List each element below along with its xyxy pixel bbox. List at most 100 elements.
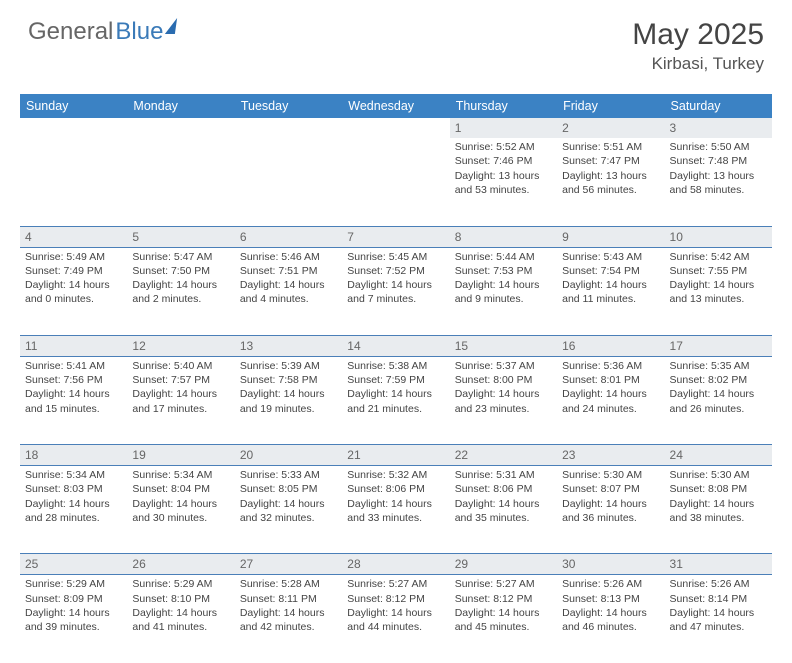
- detail-row: Sunrise: 5:41 AMSunset: 7:56 PMDaylight:…: [20, 357, 772, 445]
- daylight-line: Daylight: 14 hours and 47 minutes.: [670, 606, 767, 634]
- sunset-line: Sunset: 7:47 PM: [562, 154, 659, 168]
- day-number: 8: [455, 230, 462, 244]
- day-number: 13: [240, 339, 253, 353]
- sunrise-line: Sunrise: 5:45 AM: [347, 250, 444, 264]
- location-label: Kirbasi, Turkey: [632, 54, 764, 74]
- page-header: General Blue May 2025 Kirbasi, Turkey: [0, 0, 792, 86]
- sunset-line: Sunset: 8:13 PM: [562, 592, 659, 606]
- weekday-tuesday: Tuesday: [235, 94, 342, 118]
- detail-row: Sunrise: 5:34 AMSunset: 8:03 PMDaylight:…: [20, 466, 772, 554]
- day-number: 28: [347, 557, 360, 571]
- daynum-row: 25262728293031: [20, 554, 772, 575]
- daylight-line: Daylight: 13 hours and 53 minutes.: [455, 169, 552, 197]
- day-number: 18: [25, 448, 38, 462]
- sunset-line: Sunset: 8:04 PM: [132, 482, 229, 496]
- day-detail-cell: Sunrise: 5:39 AMSunset: 7:58 PMDaylight:…: [235, 357, 342, 445]
- sunrise-line: Sunrise: 5:40 AM: [132, 359, 229, 373]
- day-number: 5: [132, 230, 139, 244]
- sunrise-line: Sunrise: 5:42 AM: [670, 250, 767, 264]
- sunset-line: Sunset: 8:02 PM: [670, 373, 767, 387]
- sunrise-line: Sunrise: 5:51 AM: [562, 140, 659, 154]
- day-detail-cell: Sunrise: 5:34 AMSunset: 8:04 PMDaylight:…: [127, 466, 234, 554]
- day-number: 29: [455, 557, 468, 571]
- day-detail-cell: Sunrise: 5:31 AMSunset: 8:06 PMDaylight:…: [450, 466, 557, 554]
- day-number: 4: [25, 230, 32, 244]
- day-number-cell: 13: [235, 335, 342, 356]
- day-detail-cell: Sunrise: 5:44 AMSunset: 7:53 PMDaylight:…: [450, 247, 557, 335]
- sunset-line: Sunset: 7:52 PM: [347, 264, 444, 278]
- day-detail-cell: [20, 138, 127, 226]
- sunset-line: Sunset: 7:55 PM: [670, 264, 767, 278]
- day-detail-cell: Sunrise: 5:45 AMSunset: 7:52 PMDaylight:…: [342, 247, 449, 335]
- sunrise-line: Sunrise: 5:50 AM: [670, 140, 767, 154]
- sunset-line: Sunset: 8:00 PM: [455, 373, 552, 387]
- day-number-cell: 18: [20, 445, 127, 466]
- daylight-line: Daylight: 14 hours and 33 minutes.: [347, 497, 444, 525]
- day-detail-cell: Sunrise: 5:40 AMSunset: 7:57 PMDaylight:…: [127, 357, 234, 445]
- daynum-row: 18192021222324: [20, 445, 772, 466]
- day-number: 30: [562, 557, 575, 571]
- day-number-cell: 30: [557, 554, 664, 575]
- day-number-cell: 16: [557, 335, 664, 356]
- month-title: May 2025: [632, 18, 764, 52]
- sunset-line: Sunset: 8:07 PM: [562, 482, 659, 496]
- day-detail-cell: Sunrise: 5:47 AMSunset: 7:50 PMDaylight:…: [127, 247, 234, 335]
- sunrise-line: Sunrise: 5:47 AM: [132, 250, 229, 264]
- daylight-line: Daylight: 14 hours and 13 minutes.: [670, 278, 767, 306]
- sunrise-line: Sunrise: 5:32 AM: [347, 468, 444, 482]
- weekday-monday: Monday: [127, 94, 234, 118]
- day-number-cell: 11: [20, 335, 127, 356]
- sunrise-line: Sunrise: 5:36 AM: [562, 359, 659, 373]
- sunset-line: Sunset: 7:58 PM: [240, 373, 337, 387]
- day-detail-cell: Sunrise: 5:28 AMSunset: 8:11 PMDaylight:…: [235, 575, 342, 663]
- day-number-cell: 23: [557, 445, 664, 466]
- daylight-line: Daylight: 14 hours and 2 minutes.: [132, 278, 229, 306]
- sunrise-line: Sunrise: 5:33 AM: [240, 468, 337, 482]
- day-number: 2: [562, 121, 569, 135]
- day-number: 9: [562, 230, 569, 244]
- day-number-cell: [342, 118, 449, 138]
- daylight-line: Daylight: 14 hours and 39 minutes.: [25, 606, 122, 634]
- day-number-cell: 8: [450, 226, 557, 247]
- sunrise-line: Sunrise: 5:26 AM: [670, 577, 767, 591]
- sunrise-line: Sunrise: 5:29 AM: [132, 577, 229, 591]
- day-number-cell: 29: [450, 554, 557, 575]
- day-detail-cell: Sunrise: 5:35 AMSunset: 8:02 PMDaylight:…: [665, 357, 772, 445]
- daynum-row: 45678910: [20, 226, 772, 247]
- sunrise-line: Sunrise: 5:26 AM: [562, 577, 659, 591]
- daylight-line: Daylight: 14 hours and 24 minutes.: [562, 387, 659, 415]
- logo-text-general: General: [28, 18, 113, 46]
- daylight-line: Daylight: 13 hours and 56 minutes.: [562, 169, 659, 197]
- day-number: 27: [240, 557, 253, 571]
- sunrise-line: Sunrise: 5:43 AM: [562, 250, 659, 264]
- calendar-body: 123Sunrise: 5:52 AMSunset: 7:46 PMDaylig…: [20, 118, 772, 663]
- sunrise-line: Sunrise: 5:27 AM: [455, 577, 552, 591]
- logo-text-blue: Blue: [115, 18, 163, 46]
- weekday-sunday: Sunday: [20, 94, 127, 118]
- sunrise-line: Sunrise: 5:29 AM: [25, 577, 122, 591]
- daylight-line: Daylight: 14 hours and 42 minutes.: [240, 606, 337, 634]
- sunset-line: Sunset: 7:49 PM: [25, 264, 122, 278]
- sunrise-line: Sunrise: 5:38 AM: [347, 359, 444, 373]
- day-number: 1: [455, 121, 462, 135]
- sunrise-line: Sunrise: 5:49 AM: [25, 250, 122, 264]
- detail-row: Sunrise: 5:29 AMSunset: 8:09 PMDaylight:…: [20, 575, 772, 663]
- day-detail-cell: Sunrise: 5:42 AMSunset: 7:55 PMDaylight:…: [665, 247, 772, 335]
- weekday-thursday: Thursday: [450, 94, 557, 118]
- sunset-line: Sunset: 7:50 PM: [132, 264, 229, 278]
- sunrise-line: Sunrise: 5:39 AM: [240, 359, 337, 373]
- sunset-line: Sunset: 8:08 PM: [670, 482, 767, 496]
- daylight-line: Daylight: 14 hours and 19 minutes.: [240, 387, 337, 415]
- sunrise-line: Sunrise: 5:34 AM: [25, 468, 122, 482]
- sunrise-line: Sunrise: 5:41 AM: [25, 359, 122, 373]
- day-detail-cell: Sunrise: 5:50 AMSunset: 7:48 PMDaylight:…: [665, 138, 772, 226]
- day-detail-cell: Sunrise: 5:32 AMSunset: 8:06 PMDaylight:…: [342, 466, 449, 554]
- daylight-line: Daylight: 14 hours and 32 minutes.: [240, 497, 337, 525]
- day-detail-cell: Sunrise: 5:27 AMSunset: 8:12 PMDaylight:…: [342, 575, 449, 663]
- day-number: 24: [670, 448, 683, 462]
- sunset-line: Sunset: 8:11 PM: [240, 592, 337, 606]
- sunset-line: Sunset: 7:51 PM: [240, 264, 337, 278]
- sunset-line: Sunset: 7:46 PM: [455, 154, 552, 168]
- daylight-line: Daylight: 14 hours and 46 minutes.: [562, 606, 659, 634]
- day-detail-cell: Sunrise: 5:27 AMSunset: 8:12 PMDaylight:…: [450, 575, 557, 663]
